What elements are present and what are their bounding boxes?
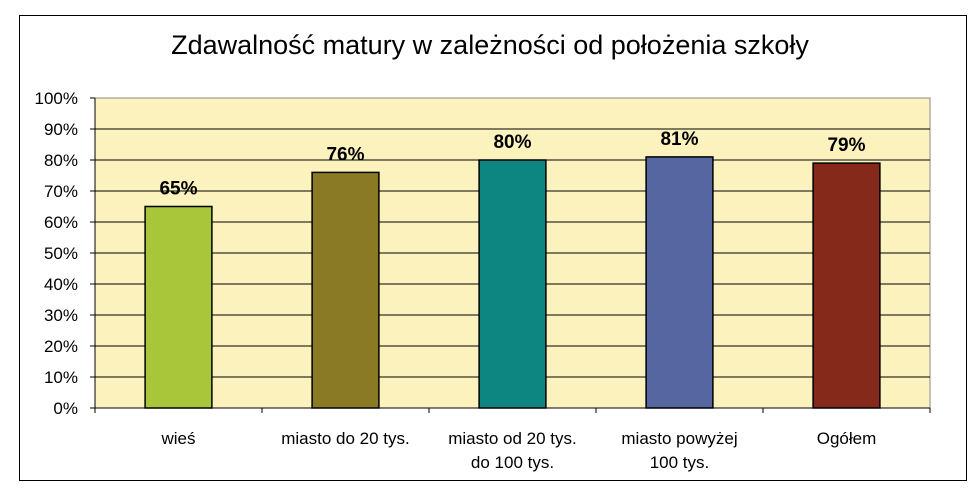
- bar: [311, 171, 380, 409]
- bar: [812, 162, 881, 409]
- x-category-label: do 100 tys.: [471, 453, 554, 472]
- y-tick-label: 40%: [44, 275, 78, 294]
- y-tick-label: 0%: [53, 399, 78, 418]
- bar: [645, 156, 714, 409]
- y-tick-label: 90%: [44, 120, 78, 139]
- x-category-label: wieś: [160, 429, 195, 448]
- bar: [144, 205, 213, 409]
- x-category-label: 100 tys.: [650, 453, 710, 472]
- data-label: 65%: [159, 179, 197, 200]
- x-category-label: miasto do 20 tys.: [281, 429, 410, 448]
- y-tick-label: 30%: [44, 306, 78, 325]
- y-tick-label: 70%: [44, 182, 78, 201]
- data-labels: 65% 76% 80% 81% 79%: [159, 129, 865, 200]
- x-category-label: miasto od 20 tys.: [448, 429, 577, 448]
- y-axis-ticks: 0% 10% 20% 30% 40% 50% 60% 70% 80% 90% 100%: [35, 89, 95, 418]
- data-label: 80%: [493, 132, 531, 153]
- y-tick-label: 20%: [44, 337, 78, 356]
- y-tick-label: 10%: [44, 368, 78, 387]
- y-tick-label: 60%: [44, 213, 78, 232]
- x-category-label: miasto powyżej: [621, 429, 737, 448]
- bars: [144, 156, 881, 409]
- x-axis-categories: wieś miasto do 20 tys. miasto od 20 tys. do…: [160, 429, 876, 472]
- y-tick-label: 50%: [44, 244, 78, 263]
- chart-title: Zdawalność matury w zależności od położe…: [171, 30, 809, 60]
- data-label: 76%: [326, 144, 364, 165]
- x-category-label: Ogółem: [817, 429, 877, 448]
- bar: [478, 159, 547, 409]
- y-tick-label: 100%: [35, 89, 78, 108]
- data-label: 81%: [660, 129, 698, 150]
- y-tick-label: 80%: [44, 151, 78, 170]
- data-label: 79%: [827, 135, 865, 156]
